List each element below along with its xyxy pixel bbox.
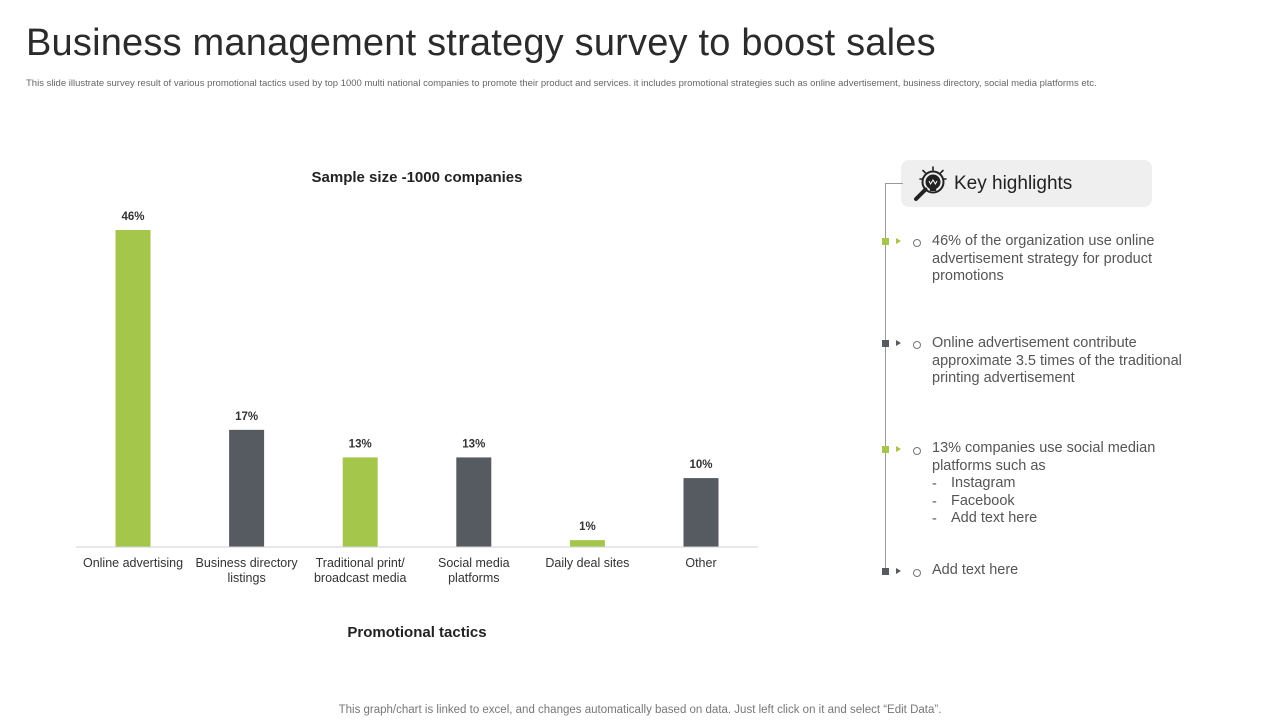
highlight-text: Add text here xyxy=(932,562,1019,578)
footer-note: This graph/chart is linked to excel, and… xyxy=(338,704,942,716)
bar-1[interactable] xyxy=(229,429,265,547)
bar-4[interactable] xyxy=(569,540,605,547)
data-label-4: 1% xyxy=(579,521,596,533)
timeline-line xyxy=(885,183,886,572)
category-label-4: Daily deal sites xyxy=(545,556,629,570)
data-label-5: 10% xyxy=(689,459,712,471)
data-label-2: 13% xyxy=(349,438,372,450)
page-subtitle: This slide illustrate survey result of v… xyxy=(26,78,1097,89)
arrow-right-icon xyxy=(896,340,901,346)
arrow-right-icon xyxy=(896,238,901,244)
arrow-right-icon xyxy=(896,446,901,452)
chart-title: Sample size -1000 companies xyxy=(312,169,523,186)
category-label-2: Traditional print/broadcast media xyxy=(314,556,406,585)
highlight-text: 13% companies use social median platform… xyxy=(932,440,1156,474)
bar-3[interactable] xyxy=(456,457,492,547)
lightbulb-magnifier-icon xyxy=(913,165,949,208)
timeline-connector xyxy=(885,183,903,184)
key-highlights-header: Key highlights xyxy=(901,160,1152,207)
circle-bullet-icon xyxy=(913,341,921,349)
x-axis-title: Promotional tactics xyxy=(347,624,486,641)
timeline-marker xyxy=(882,238,889,245)
data-label-3: 13% xyxy=(462,438,485,450)
circle-bullet-icon xyxy=(913,239,921,247)
highlight-text-block: 13% companies use social median platform… xyxy=(932,440,1197,528)
category-label-0: Online advertising xyxy=(83,556,183,570)
circle-bullet-icon xyxy=(913,447,921,455)
timeline-marker xyxy=(882,446,889,453)
arrow-right-icon xyxy=(896,568,901,574)
category-label-1: Business directory listings xyxy=(196,556,299,585)
timeline-marker xyxy=(882,340,889,347)
circle-bullet-icon xyxy=(913,569,921,577)
bar-0[interactable] xyxy=(115,230,151,547)
sub-item-instagram: Instagram xyxy=(932,475,1197,493)
page-title: Business management strategy survey to b… xyxy=(26,22,936,64)
highlight-text: Online advertisement contribute approxim… xyxy=(932,335,1182,386)
data-label-1: 17% xyxy=(235,411,258,423)
bar-2[interactable] xyxy=(342,457,378,547)
sub-item-add-text: Add text here xyxy=(932,510,1197,528)
timeline-marker xyxy=(882,568,889,575)
bar-chart[interactable]: Sample size -1000 companies 46% Online ad… xyxy=(0,0,800,660)
data-label-0: 46% xyxy=(121,211,144,223)
category-label-5: Other xyxy=(685,556,716,570)
highlight-text: 46% of the organization use online adver… xyxy=(932,233,1155,284)
sub-item-facebook: Facebook xyxy=(932,493,1197,511)
bar-5[interactable] xyxy=(683,478,719,547)
category-label-3: Social media platforms xyxy=(438,556,510,585)
key-highlights-title: Key highlights xyxy=(954,173,1073,194)
